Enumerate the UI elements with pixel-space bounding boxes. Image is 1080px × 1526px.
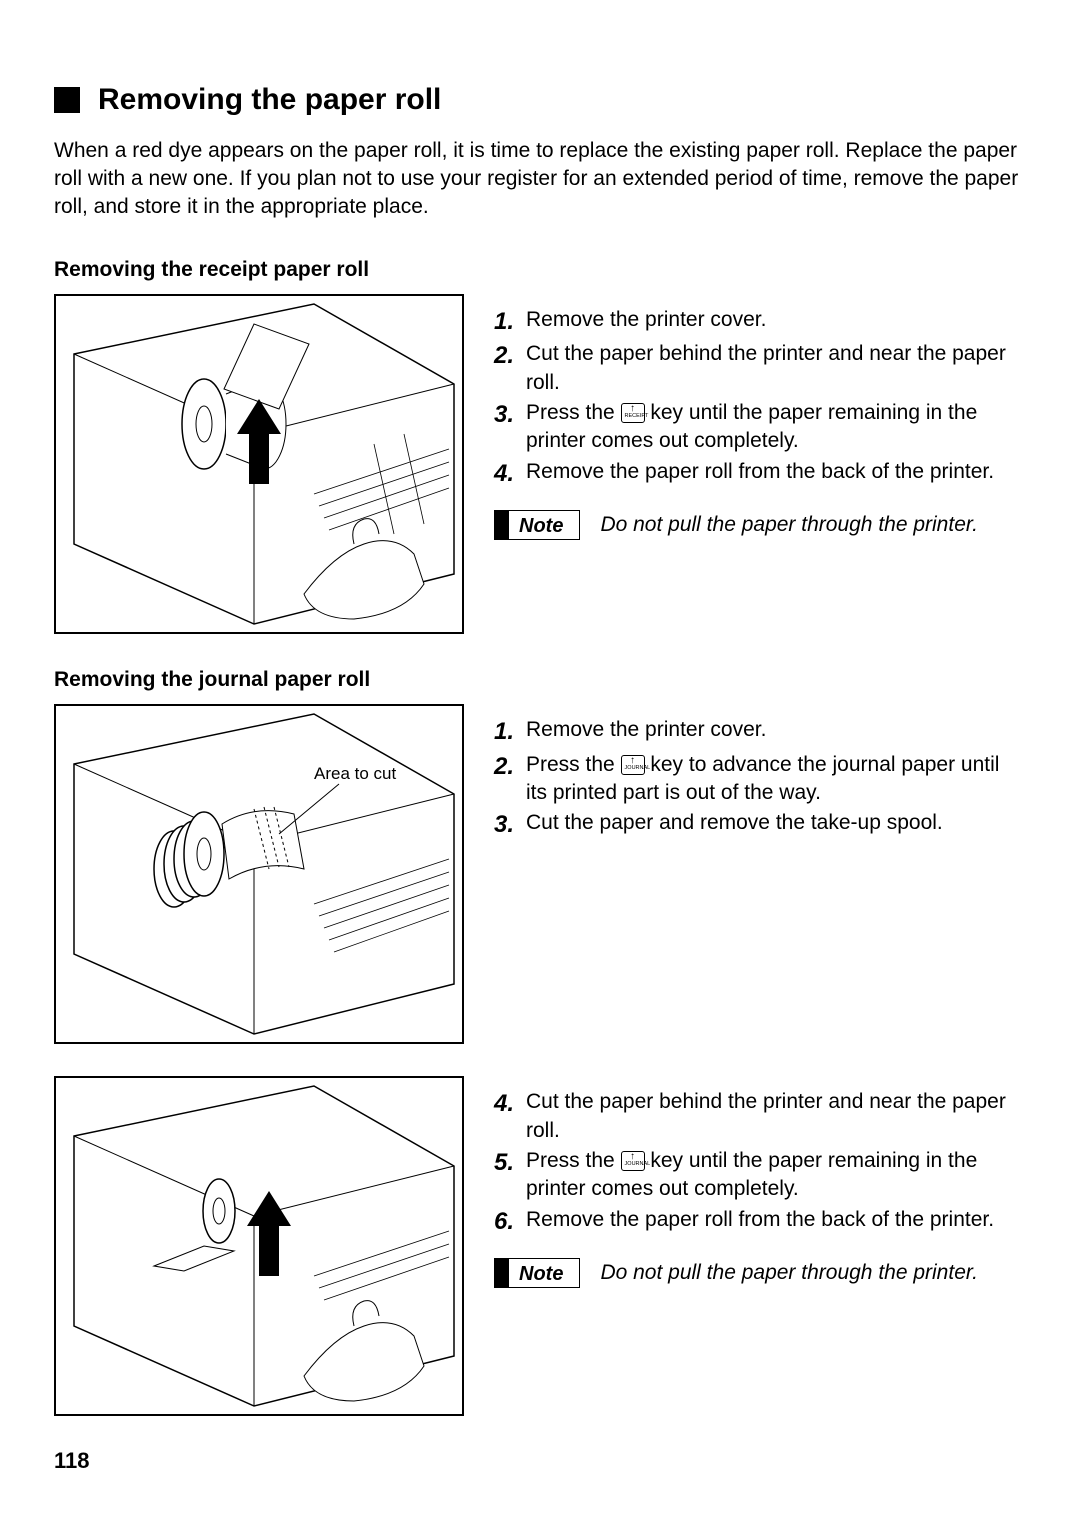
- step4-text: Remove the paper roll from the back of t…: [526, 458, 1026, 490]
- subheading-journal: Removing the journal paper roll: [54, 666, 1026, 694]
- section1-row: 1 Remove the printer cover. 2 Cut the pa…: [54, 294, 1026, 634]
- note-tab-icon: [495, 511, 509, 539]
- svg-text:Area to cut: Area to cut: [314, 764, 396, 783]
- step-j6: 6 Remove the paper roll from the back of…: [494, 1206, 1026, 1238]
- step-j4: 4 Cut the paper behind the printer and n…: [494, 1088, 1026, 1145]
- stepj5-pre: Press the: [526, 1149, 621, 1172]
- step1-text: Remove the printer cover.: [526, 306, 1026, 338]
- section1-steps: 1 Remove the printer cover. 2 Cut the pa…: [494, 294, 1026, 634]
- section-heading: Removing the paper roll: [54, 80, 1026, 121]
- note-label: Note: [509, 511, 579, 539]
- heading-bullet-icon: [54, 87, 80, 113]
- stepj3-text: Cut the paper and remove the take-up spo…: [526, 809, 1026, 841]
- stepj6-text: Remove the paper roll from the back of t…: [526, 1206, 1026, 1238]
- stepj2-pre: Press the: [526, 753, 621, 776]
- section2-steps-b: 4 Cut the paper behind the printer and n…: [494, 1076, 1026, 1416]
- section2-row-b: 4 Cut the paper behind the printer and n…: [54, 1076, 1026, 1416]
- step-j5: 5 Press the ↑JOURNAL key until the paper…: [494, 1147, 1026, 1204]
- illustration-journal-a: Area to cut: [54, 704, 464, 1044]
- note-label-2: Note: [509, 1259, 579, 1287]
- note-text-2: Do not pull the paper through the printe…: [600, 1259, 977, 1287]
- stepj2-text: Press the ↑JOURNAL key to advance the jo…: [526, 751, 1026, 808]
- stepj1-text: Remove the printer cover.: [526, 716, 1026, 748]
- step-1: 1 Remove the printer cover.: [494, 306, 1026, 338]
- intro-paragraph: When a red dye appears on the paper roll…: [54, 137, 1026, 222]
- step-4: 4 Remove the paper roll from the back of…: [494, 458, 1026, 490]
- step2-text: Cut the paper behind the printer and nea…: [526, 340, 1026, 397]
- illustration-journal-b: [54, 1076, 464, 1416]
- stepj5-text: Press the ↑JOURNAL key until the paper r…: [526, 1147, 1026, 1204]
- step3-pre: Press the: [526, 401, 621, 424]
- step3-text: Press the ↑RECEIPT key until the paper r…: [526, 399, 1026, 456]
- subheading-receipt: Removing the receipt paper roll: [54, 256, 1026, 284]
- step-2: 2 Cut the paper behind the printer and n…: [494, 340, 1026, 397]
- heading-text: Removing the paper roll: [98, 80, 441, 121]
- section2-row-a: Area to cut 1 Remove the printer cover. …: [54, 704, 1026, 1044]
- step-j2: 2 Press the ↑JOURNAL key to advance the …: [494, 751, 1026, 808]
- receipt-key-icon: ↑RECEIPT: [621, 403, 645, 423]
- step-j3: 3 Cut the paper and remove the take-up s…: [494, 809, 1026, 841]
- section2-steps-a: 1 Remove the printer cover. 2 Press the …: [494, 704, 1026, 1044]
- note-row-1: Note Do not pull the paper through the p…: [494, 510, 1026, 540]
- step-3: 3 Press the ↑RECEIPT key until the paper…: [494, 399, 1026, 456]
- note-text-1: Do not pull the paper through the printe…: [600, 511, 977, 539]
- journal-key-icon: ↑JOURNAL: [621, 755, 645, 775]
- journal-key-icon-2: ↑JOURNAL: [621, 1151, 645, 1171]
- stepj4-text: Cut the paper behind the printer and nea…: [526, 1088, 1026, 1145]
- note-tab-icon-2: [495, 1259, 509, 1287]
- illustration-receipt: [54, 294, 464, 634]
- note-box-2: Note: [494, 1258, 580, 1288]
- page-number: 118: [54, 1446, 90, 1476]
- step-j1: 1 Remove the printer cover.: [494, 716, 1026, 748]
- note-box: Note: [494, 510, 580, 540]
- note-row-2: Note Do not pull the paper through the p…: [494, 1258, 1026, 1288]
